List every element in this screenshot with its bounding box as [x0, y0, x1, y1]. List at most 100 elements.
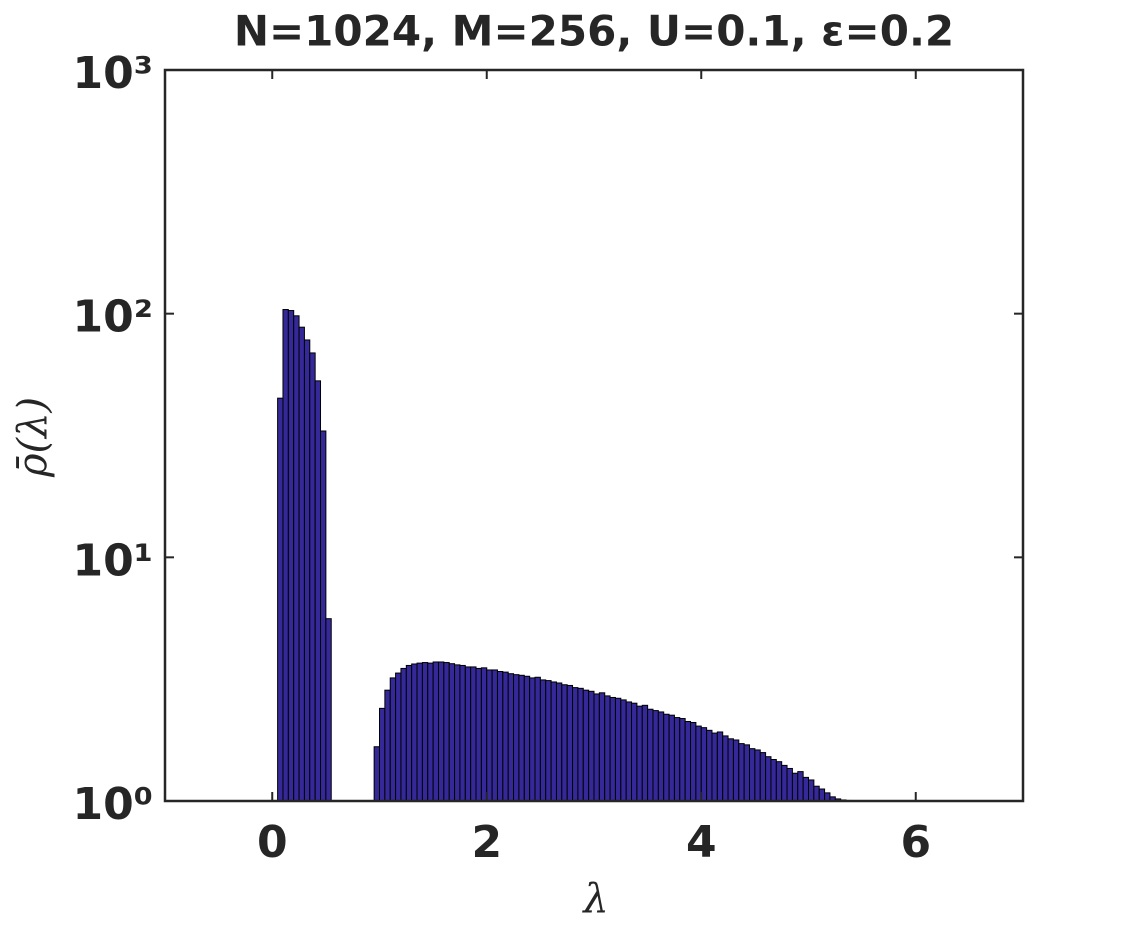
- bar: [298, 326, 305, 802]
- x-tick-label: 0: [257, 817, 288, 868]
- bar: [421, 662, 429, 802]
- bar: [749, 748, 756, 802]
- bar: [754, 749, 761, 802]
- bar: [673, 717, 681, 802]
- bar: [459, 664, 466, 802]
- bar: [545, 680, 552, 802]
- bar: [325, 618, 332, 802]
- bar: [303, 339, 311, 802]
- y-tick-label: 10¹: [72, 535, 153, 586]
- bar: [513, 674, 520, 802]
- bar: [716, 731, 724, 802]
- bar: [287, 310, 295, 802]
- bar: [722, 735, 729, 802]
- bar: [620, 699, 627, 802]
- bar: [432, 661, 439, 802]
- bar: [641, 704, 649, 802]
- bar: [555, 682, 563, 802]
- bar: [663, 713, 670, 802]
- bar: [475, 667, 482, 802]
- bar: [818, 788, 826, 802]
- bar: [561, 684, 568, 802]
- bar: [572, 687, 579, 802]
- bar: [759, 752, 767, 802]
- bar: [781, 764, 788, 802]
- bar: [470, 666, 477, 802]
- bar: [486, 669, 493, 802]
- bar: [373, 746, 381, 802]
- bar: [647, 708, 654, 802]
- bar: [775, 761, 783, 802]
- chart-title: N=1024, M=256, U=0.1, ε=0.2: [234, 7, 954, 56]
- bar: [636, 705, 643, 802]
- bar: [690, 721, 697, 802]
- bar: [395, 672, 402, 802]
- bar: [657, 711, 665, 802]
- bar: [314, 380, 322, 802]
- bar: [496, 670, 504, 802]
- bar: [518, 674, 525, 802]
- bar: [309, 352, 316, 802]
- bar: [491, 669, 498, 802]
- bar: [320, 430, 327, 802]
- bar: [652, 710, 659, 802]
- bar: [582, 689, 590, 802]
- bar: [808, 779, 815, 802]
- bar: [437, 661, 445, 802]
- bar: [802, 776, 810, 802]
- bar: [379, 707, 386, 802]
- bar: [684, 720, 692, 802]
- bar: [813, 785, 820, 802]
- bar: [797, 771, 804, 802]
- bar: [770, 759, 777, 802]
- bar: [411, 663, 418, 802]
- x-tick-label: 6: [900, 817, 931, 868]
- bar: [588, 690, 595, 802]
- bar: [679, 718, 686, 802]
- bar: [277, 397, 284, 802]
- bar: [631, 702, 638, 802]
- bar: [577, 687, 584, 802]
- bar: [700, 727, 708, 802]
- y-tick-label: 10⁰: [72, 779, 153, 830]
- bar: [598, 692, 606, 802]
- bar: [732, 739, 740, 802]
- bar: [534, 676, 541, 802]
- y-tick-label: 10³: [72, 48, 153, 99]
- bar: [614, 697, 622, 802]
- plot-frame: [163, 68, 1025, 803]
- bar: [448, 663, 456, 802]
- bar: [550, 681, 557, 802]
- bar: [529, 677, 536, 802]
- bar: [443, 662, 450, 802]
- bar: [593, 693, 600, 802]
- bar: [502, 671, 509, 802]
- bar: [507, 673, 515, 802]
- bar: [668, 714, 675, 802]
- x-tick-label: 2: [471, 817, 502, 868]
- bar: [405, 664, 413, 802]
- bar: [400, 667, 407, 802]
- bar: [609, 696, 616, 802]
- bar: [282, 309, 289, 802]
- bar: [523, 675, 531, 802]
- bar: [464, 666, 472, 802]
- bar: [727, 738, 734, 802]
- bar: [711, 732, 718, 802]
- x-tick-label: 4: [686, 817, 717, 868]
- bar: [695, 725, 702, 802]
- bar: [738, 743, 745, 802]
- bar: [625, 701, 633, 802]
- bar: [293, 315, 300, 802]
- y-tick-label: 10²: [72, 292, 153, 343]
- bar: [427, 662, 434, 802]
- bar: [743, 744, 751, 802]
- bar: [706, 729, 713, 802]
- bar: [539, 679, 547, 802]
- x-axis-label: λ: [581, 876, 608, 922]
- bar: [384, 689, 391, 802]
- bar: [604, 695, 611, 802]
- bar: [389, 677, 397, 802]
- bar: [480, 667, 488, 802]
